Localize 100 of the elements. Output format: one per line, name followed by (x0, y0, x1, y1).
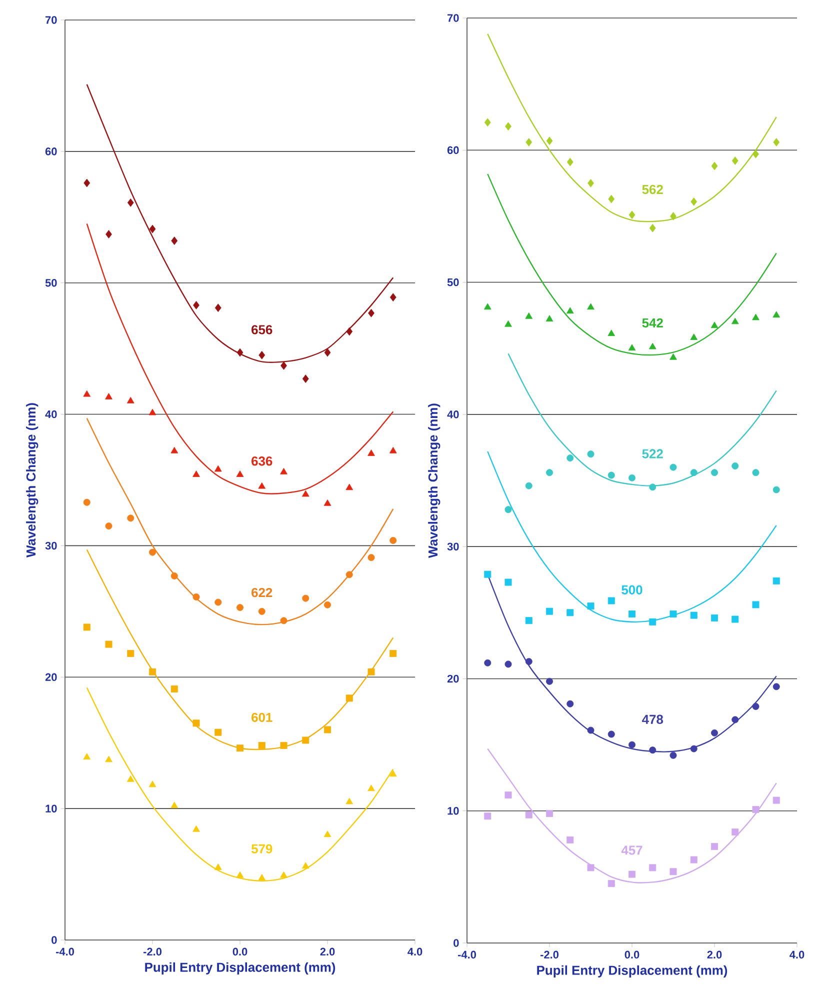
point (587, 450, 594, 458)
point (566, 454, 574, 462)
text: 478 (642, 714, 664, 724)
point (280, 468, 288, 474)
point (484, 812, 492, 820)
point (752, 702, 760, 710)
point (587, 602, 594, 610)
point (280, 871, 288, 878)
point (566, 307, 574, 314)
point (546, 678, 553, 685)
point (752, 601, 760, 608)
point (504, 320, 512, 327)
point (214, 465, 222, 472)
line-series (487, 748, 777, 884)
point (587, 864, 594, 872)
x-tick-label: 4.0 (408, 948, 422, 956)
point (236, 871, 244, 878)
point (302, 736, 310, 744)
point (192, 470, 200, 477)
line-series (86, 418, 394, 626)
point (546, 136, 553, 146)
point (390, 536, 397, 544)
x-tick-label: 2.0 (320, 948, 335, 956)
x-tick-label: -2.0 (143, 948, 162, 956)
point (628, 741, 636, 748)
point (236, 604, 244, 611)
point (608, 730, 615, 738)
point (670, 464, 677, 471)
point (214, 864, 222, 870)
point (258, 482, 266, 489)
point (192, 593, 200, 600)
point (236, 744, 244, 752)
point (484, 659, 492, 666)
y-tick-label: 60 (447, 146, 459, 154)
x-axis-title: Pupil Entry Displacement (mm) (145, 962, 336, 974)
point (772, 577, 780, 584)
point (525, 482, 532, 490)
point (732, 828, 739, 836)
point (525, 617, 532, 624)
point (258, 350, 266, 360)
point (346, 798, 354, 804)
y-tick-label: 20 (447, 674, 459, 683)
point (772, 796, 780, 804)
point (484, 118, 491, 127)
point (690, 469, 698, 476)
point (711, 843, 718, 850)
point (505, 122, 512, 131)
point (628, 870, 636, 878)
point (752, 314, 760, 320)
point (106, 230, 112, 238)
point (126, 775, 134, 782)
y-tick-label: 40 (447, 410, 459, 418)
point (566, 609, 574, 616)
point (170, 685, 178, 692)
point (690, 745, 698, 752)
point (127, 514, 134, 522)
point (649, 224, 656, 232)
point (368, 308, 374, 318)
point (368, 668, 375, 676)
point (566, 158, 574, 166)
point (149, 224, 156, 234)
point (772, 311, 780, 318)
point (192, 720, 200, 727)
y-tick-label: 0 (52, 936, 57, 944)
y-tick-label: 50 (447, 278, 459, 286)
point (324, 726, 331, 734)
point (649, 864, 656, 872)
point (105, 393, 112, 400)
point (280, 742, 288, 749)
point (690, 197, 698, 206)
point (670, 212, 676, 220)
x-tick-label: -4.0 (458, 950, 476, 959)
point (690, 612, 698, 619)
point (588, 178, 594, 188)
y-tick-label: 0 (454, 939, 459, 947)
text: 579 (251, 844, 272, 854)
point (83, 498, 90, 506)
point (670, 353, 677, 360)
point (148, 780, 156, 788)
point (126, 396, 134, 404)
x-tick-label: 0.0 (232, 948, 248, 956)
point (772, 683, 780, 690)
point (711, 614, 718, 622)
point (566, 836, 574, 844)
point (628, 210, 636, 220)
point (648, 342, 656, 350)
line-series (86, 549, 394, 750)
point (526, 138, 532, 146)
point (690, 334, 698, 340)
point (773, 138, 780, 146)
text: 522 (642, 449, 663, 458)
x-tick-label: 2.0 (707, 950, 722, 959)
point (608, 597, 615, 604)
point (546, 608, 553, 615)
point (214, 728, 222, 736)
point (525, 658, 532, 666)
point (546, 315, 554, 322)
point (192, 825, 200, 832)
point (711, 469, 718, 476)
point (302, 374, 309, 383)
